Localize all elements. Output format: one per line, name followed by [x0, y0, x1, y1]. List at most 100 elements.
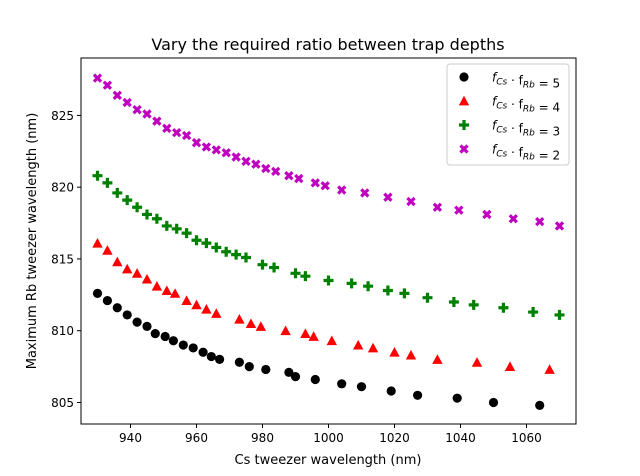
data-point [169, 288, 181, 298]
data-point [488, 397, 499, 408]
legend-label: fCs · fRb = 3 [492, 119, 560, 139]
data-point [255, 321, 267, 331]
legend-label: fCs · fRb = 5 [492, 71, 560, 91]
data-point [168, 336, 178, 346]
data-point [112, 303, 122, 313]
data-point [234, 314, 245, 324]
data-point [535, 216, 545, 227]
data-point [201, 238, 212, 249]
data-point [151, 281, 163, 291]
data-point [310, 374, 320, 385]
data-point [171, 223, 182, 234]
legend-subscript: Rb [523, 81, 535, 91]
data-point [554, 221, 565, 231]
legend-text-part: f [492, 71, 498, 85]
data-point [211, 242, 222, 253]
data-point [308, 331, 319, 341]
data-point [452, 393, 462, 403]
series-1 [92, 288, 545, 410]
legend-subscript: Cs [496, 150, 507, 160]
data-point [528, 307, 539, 318]
legend-text-part: · f [507, 74, 523, 88]
data-point [188, 343, 198, 353]
series-4 [92, 73, 565, 231]
data-point [326, 335, 337, 346]
legend-subscript: Cs [496, 102, 507, 112]
data-point [191, 299, 202, 310]
data-point [356, 382, 367, 392]
data-point [367, 342, 379, 353]
data-point [172, 127, 182, 138]
x-tick-label: 980 [251, 431, 274, 445]
data-point [221, 148, 231, 158]
legend-text-part: · f [507, 146, 523, 160]
legend-text-part: = 5 [535, 77, 560, 91]
legend-text-part: f [492, 143, 498, 157]
legend-marker [459, 144, 469, 154]
data-point [284, 367, 294, 377]
data-point [508, 214, 518, 224]
legend-subscript: Rb [523, 105, 535, 115]
data-point [389, 347, 400, 357]
data-point [353, 339, 364, 350]
data-point [300, 328, 311, 338]
data-point [554, 309, 565, 320]
data-point [92, 170, 103, 181]
x-tick-label: 960 [185, 431, 208, 445]
data-point [102, 295, 112, 306]
data-point [413, 390, 423, 400]
legend-box [446, 63, 570, 166]
data-point [211, 145, 221, 155]
data-point [181, 295, 192, 305]
data-point [181, 228, 192, 239]
data-point [290, 268, 301, 279]
y-tick-label: 810 [51, 324, 74, 338]
y-axis-ticks: 805 810 815 820 825 [51, 109, 81, 410]
legend-subscript: Rb [523, 153, 535, 163]
data-point [482, 209, 492, 220]
data-point [211, 308, 222, 318]
legend-text-part: f [492, 95, 498, 109]
data-point [544, 364, 555, 374]
data-marks [92, 73, 565, 410]
legend-subscript: Cs [496, 78, 507, 88]
y-tick-label: 805 [51, 396, 74, 410]
data-point [191, 138, 202, 148]
data-point [498, 302, 509, 313]
data-point [131, 268, 143, 278]
legend-text-part: f [492, 119, 498, 133]
data-point [206, 351, 216, 362]
data-point [448, 297, 459, 307]
data-point [132, 105, 142, 115]
data-point [122, 310, 132, 320]
data-point [504, 361, 516, 372]
data-point [92, 237, 103, 248]
x-tick-label: 1040 [445, 431, 476, 445]
y-axis-label: Maximum Rb tweezer wavelength (nm) [25, 113, 40, 370]
data-point [122, 97, 132, 108]
data-point [102, 177, 113, 188]
data-point [162, 123, 172, 133]
data-point [241, 156, 251, 167]
data-point [269, 262, 280, 273]
data-point [300, 271, 311, 282]
legend-marker [459, 120, 469, 130]
data-point [271, 166, 281, 177]
data-point [383, 192, 393, 202]
data-point [257, 259, 268, 270]
data-point [323, 275, 334, 286]
x-tick-label: 1060 [511, 431, 542, 445]
data-point [132, 202, 143, 213]
x-axis-label: Cs tweezer wavelength (nm) [235, 453, 422, 468]
data-point [244, 361, 254, 372]
data-point [198, 347, 208, 357]
data-point [201, 142, 212, 152]
data-point [432, 354, 443, 364]
x-tick-label: 1020 [379, 431, 410, 445]
data-point [150, 328, 160, 339]
series-2 [92, 237, 555, 374]
x-tick-label: 1000 [313, 431, 344, 445]
